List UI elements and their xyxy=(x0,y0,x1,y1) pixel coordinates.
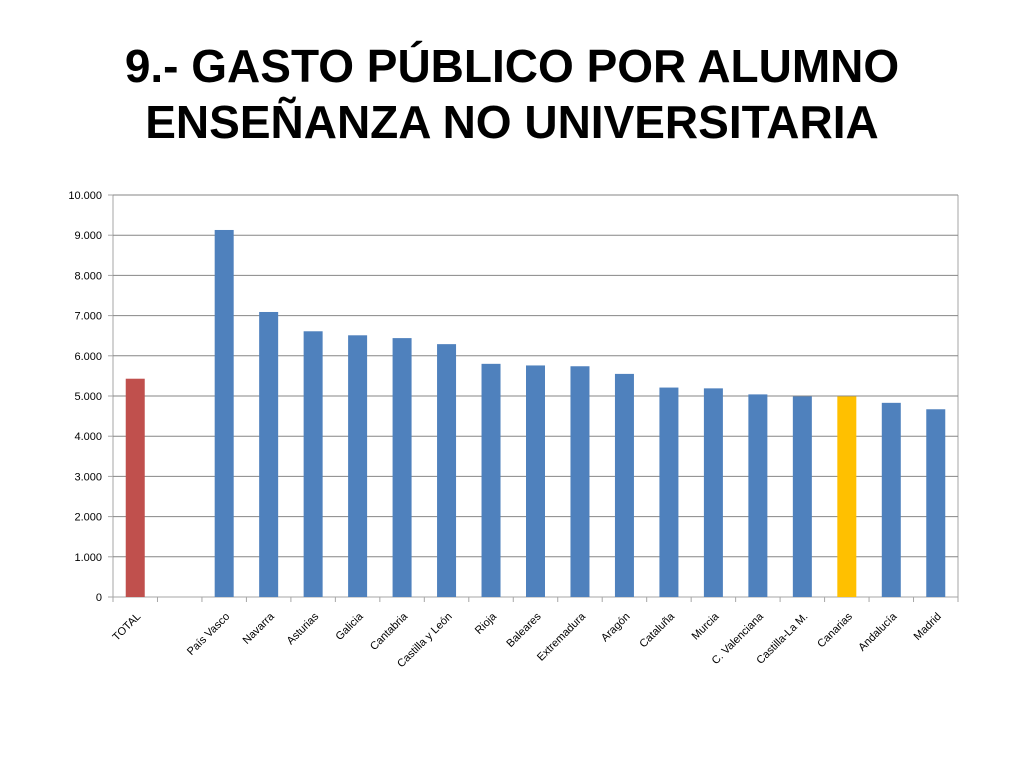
bar-navarra xyxy=(259,311,279,597)
y-tick-label: 10.000 xyxy=(68,190,102,202)
bar-cataluña xyxy=(659,387,679,597)
y-tick-label: 7.000 xyxy=(74,311,102,323)
bar-madrid xyxy=(926,409,946,597)
bar-galicia xyxy=(348,335,368,597)
bar-canarias xyxy=(837,396,857,597)
y-tick-label: 4.000 xyxy=(74,431,102,443)
y-tick-label: 3.000 xyxy=(74,471,102,483)
bar-país-vasco xyxy=(214,229,234,597)
x-category-label: Navarra xyxy=(241,610,278,647)
y-tick-label: 8.000 xyxy=(74,270,102,282)
y-tick-label: 9.000 xyxy=(74,230,102,242)
y-axis-tick-labels: 0 1.000 2.000 3.000 4.000 5.000 6.000 7.000 8.00… xyxy=(68,190,102,604)
x-category-label: Galicia xyxy=(333,610,366,643)
bar-murcia xyxy=(703,388,723,597)
bar-c-valenciana xyxy=(748,394,768,597)
y-tick-label: 2.000 xyxy=(74,512,102,524)
x-axis-category-labels: TOTAL País Vasco Navarra Asturias Galicia Can… xyxy=(111,610,944,670)
slide-title: 9.- GASTO PÚBLICO POR ALUMNO ENSEÑANZA N… xyxy=(0,38,1024,150)
bar-rioja xyxy=(481,363,501,597)
bar-andalucía xyxy=(881,402,901,597)
x-category-label: Murcia xyxy=(690,610,722,642)
y-tick-label: 1.000 xyxy=(74,552,102,564)
x-category-label: Aragón xyxy=(599,611,633,645)
x-category-label: Madrid xyxy=(912,611,944,643)
bar-castilla-la-m- xyxy=(792,396,812,597)
bar-aragón xyxy=(614,373,634,597)
bar-castilla-y-león xyxy=(437,344,457,597)
x-category-label: Canarias xyxy=(815,610,855,650)
bars xyxy=(125,229,946,597)
bar-total xyxy=(125,378,145,597)
x-category-label: Baleares xyxy=(504,610,544,650)
x-category-label: Asturias xyxy=(285,610,322,647)
y-tick-label: 6.000 xyxy=(74,351,102,363)
x-category-label: Andalucía xyxy=(856,610,900,654)
bar-extremadura xyxy=(570,366,590,597)
x-category-label: Cantabria xyxy=(368,610,411,653)
x-category-label: Extremadura xyxy=(535,610,589,664)
y-tick-label: 0 xyxy=(96,592,102,604)
x-category-label: Cataluña xyxy=(637,610,677,650)
x-category-label: Rioja xyxy=(473,610,500,637)
slide-title-line-2: ENSEÑANZA NO UNIVERSITARIA xyxy=(145,96,879,148)
bar-baleares xyxy=(526,365,545,597)
bar-asturias xyxy=(303,331,323,597)
y-tick-label: 5.000 xyxy=(74,391,102,403)
x-category-label: TOTAL xyxy=(111,611,144,644)
bar-cantabria xyxy=(392,338,412,597)
slide-title-line-1: 9.- GASTO PÚBLICO POR ALUMNO xyxy=(124,40,900,92)
x-category-label: País Vasco xyxy=(185,611,232,658)
